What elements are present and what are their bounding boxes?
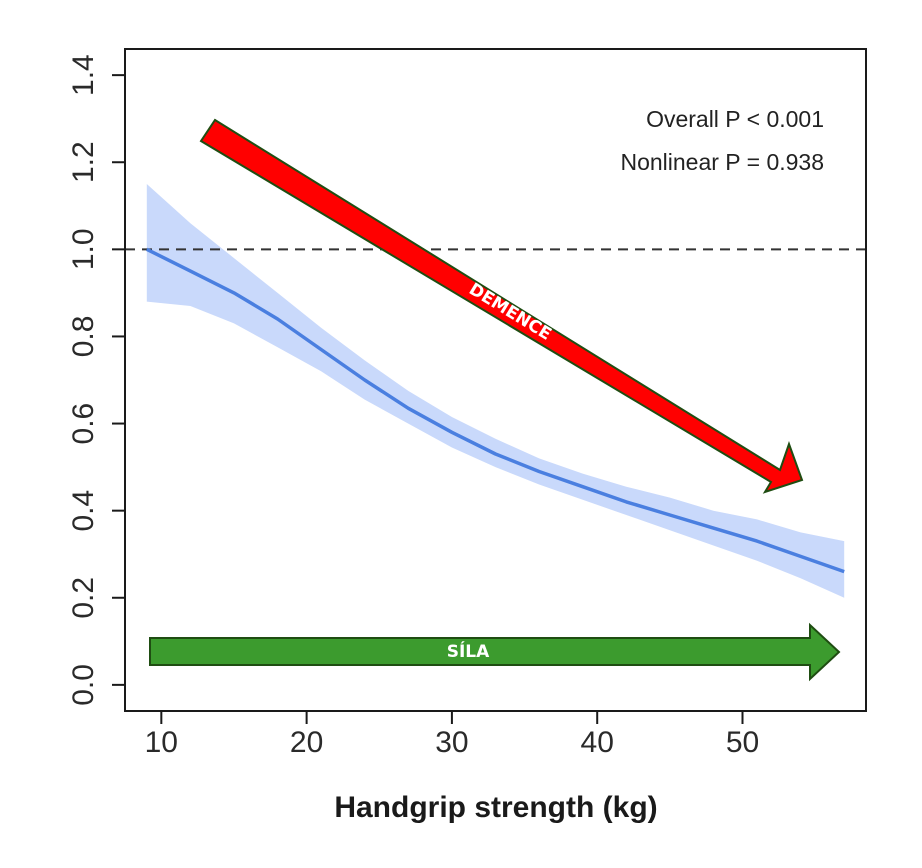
y-tick-label: 0.6	[67, 403, 100, 445]
x-axis-title: Handgrip strength (kg)	[334, 791, 657, 824]
y-tick-label: 1.0	[67, 228, 100, 270]
x-axis: 10 20 30 40 50	[145, 711, 759, 759]
y-tick-label: 1.2	[67, 141, 100, 183]
hazard-ratio-curve	[146, 247, 845, 574]
overall-p-annotation: Overall P < 0.001	[646, 106, 824, 132]
x-tick-label: 10	[145, 726, 178, 759]
confidence-band	[146, 184, 845, 598]
x-tick-label: 40	[581, 726, 614, 759]
x-tick-label: 30	[435, 726, 468, 759]
y-axis: 0.0 0.2 0.4 0.6 0.8 1.0 1.2 1.4	[67, 54, 125, 706]
y-tick-label: 0.8	[67, 316, 100, 358]
x-tick-label: 50	[726, 726, 759, 759]
strength-arrow-shape	[149, 622, 841, 682]
strength-arrow: SÍLA	[149, 622, 841, 682]
y-tick-label: 0.2	[67, 577, 100, 619]
confidence-band-layer	[146, 184, 845, 598]
plot-frame	[124, 48, 867, 712]
curve-layer	[146, 247, 845, 574]
y-tick-label: 0.4	[67, 490, 100, 532]
nonlinear-p-annotation: Nonlinear P = 0.938	[620, 149, 824, 175]
y-tick-label: 1.4	[67, 54, 100, 96]
y-tick-label: 0.0	[67, 664, 100, 706]
strength-arrow-label: SÍLA	[447, 640, 490, 662]
dementia-arrow-label: DEMENCE	[465, 279, 554, 344]
dementia-arrow-shape	[199, 118, 804, 494]
x-tick-label: 20	[290, 726, 323, 759]
